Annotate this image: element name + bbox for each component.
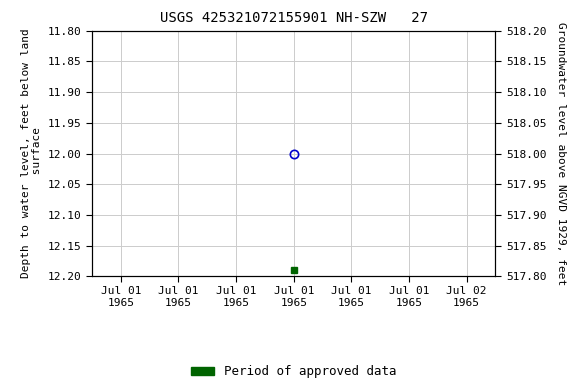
Y-axis label: Depth to water level, feet below land
 surface: Depth to water level, feet below land su…: [21, 29, 43, 278]
Legend: Period of approved data: Period of approved data: [186, 360, 401, 383]
Y-axis label: Groundwater level above NGVD 1929, feet: Groundwater level above NGVD 1929, feet: [556, 22, 566, 285]
Title: USGS 425321072155901 NH-SZW   27: USGS 425321072155901 NH-SZW 27: [160, 12, 428, 25]
